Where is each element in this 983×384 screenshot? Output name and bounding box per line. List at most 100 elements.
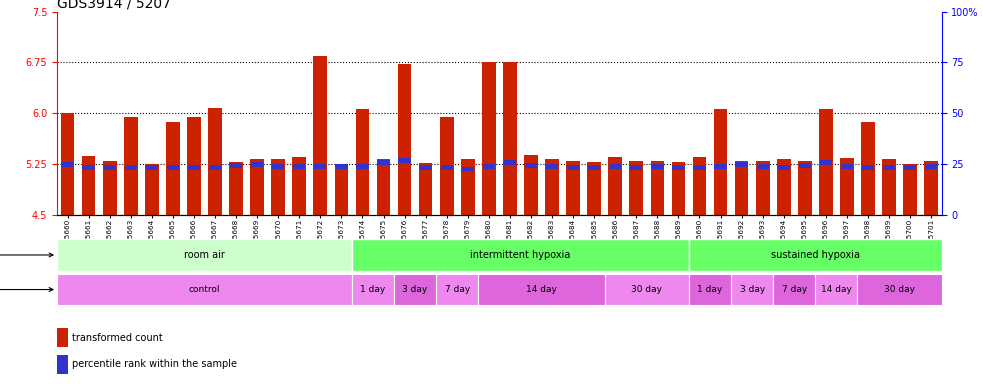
Bar <box>689 239 942 271</box>
Bar <box>756 161 770 215</box>
Bar <box>61 162 74 167</box>
Bar <box>609 164 621 169</box>
Bar <box>798 163 811 168</box>
Bar <box>356 109 370 215</box>
Bar <box>352 239 689 271</box>
Bar <box>693 165 706 170</box>
Text: time: time <box>0 285 53 295</box>
Bar <box>315 164 326 169</box>
Bar <box>689 274 731 305</box>
Text: 3 day: 3 day <box>739 285 765 294</box>
Bar <box>503 62 517 215</box>
Bar <box>651 164 664 169</box>
Bar <box>271 159 285 215</box>
Bar <box>757 164 769 169</box>
Bar <box>398 64 412 215</box>
Bar <box>731 274 774 305</box>
Bar <box>376 159 390 215</box>
Bar <box>334 164 348 215</box>
Bar <box>798 161 812 215</box>
Bar <box>925 164 938 169</box>
Bar <box>145 164 158 215</box>
Bar <box>377 161 389 165</box>
Bar <box>883 165 896 170</box>
Bar <box>145 165 158 170</box>
Bar <box>651 161 665 215</box>
Bar <box>566 161 580 215</box>
Bar <box>461 159 475 215</box>
Bar <box>57 274 352 305</box>
Bar <box>671 162 685 215</box>
Text: 7 day: 7 day <box>781 285 807 294</box>
Bar <box>420 165 432 170</box>
Bar <box>588 165 601 170</box>
Bar <box>482 62 495 215</box>
Bar <box>251 159 264 215</box>
Bar <box>187 117 201 215</box>
Bar <box>314 56 327 215</box>
Bar <box>292 157 306 215</box>
Bar <box>166 122 180 215</box>
Text: 14 day: 14 day <box>526 285 557 294</box>
Bar <box>693 157 707 215</box>
Bar <box>672 165 684 170</box>
Bar <box>436 274 479 305</box>
Bar <box>546 159 559 215</box>
Bar <box>903 164 917 215</box>
Bar <box>61 113 75 215</box>
Bar <box>630 165 643 170</box>
Bar <box>608 157 622 215</box>
Bar <box>605 274 689 305</box>
Bar <box>293 164 306 169</box>
Bar <box>862 165 874 170</box>
Bar <box>778 165 790 170</box>
Bar <box>352 274 394 305</box>
Text: percentile rank within the sample: percentile rank within the sample <box>73 359 238 369</box>
Bar <box>251 162 263 167</box>
Text: 7 day: 7 day <box>444 285 470 294</box>
Bar <box>394 274 436 305</box>
Bar <box>479 274 605 305</box>
Text: room air: room air <box>184 250 225 260</box>
Bar <box>208 165 221 170</box>
Bar <box>462 167 474 171</box>
Text: sustained hypoxia: sustained hypoxia <box>771 250 860 260</box>
Bar <box>524 156 538 215</box>
Bar <box>398 158 411 163</box>
Bar <box>525 163 537 168</box>
Bar <box>124 117 138 215</box>
Bar <box>840 158 854 215</box>
Bar <box>904 165 916 170</box>
Text: 30 day: 30 day <box>631 285 663 294</box>
Bar <box>125 165 137 170</box>
Bar <box>882 159 896 215</box>
Text: intermittent hypoxia: intermittent hypoxia <box>470 250 570 260</box>
Bar <box>103 161 117 215</box>
Bar <box>419 163 433 215</box>
Bar <box>857 274 942 305</box>
Text: 14 day: 14 day <box>821 285 852 294</box>
Text: 30 day: 30 day <box>884 285 915 294</box>
Text: transformed count: transformed count <box>73 333 163 343</box>
Bar <box>546 164 558 169</box>
Text: stress: stress <box>0 250 53 260</box>
Bar <box>815 274 857 305</box>
Bar <box>208 108 222 215</box>
Bar <box>230 163 242 168</box>
Text: GDS3914 / 5207: GDS3914 / 5207 <box>57 0 171 10</box>
Bar <box>567 165 579 170</box>
Bar <box>587 162 601 215</box>
Bar <box>356 164 369 169</box>
Bar <box>335 164 348 169</box>
Text: 1 day: 1 day <box>697 285 723 294</box>
Bar <box>483 164 495 169</box>
Bar <box>820 161 832 165</box>
Bar <box>735 162 748 167</box>
Bar <box>774 274 815 305</box>
Bar <box>57 355 68 374</box>
Bar <box>819 109 833 215</box>
Bar <box>103 165 116 170</box>
Bar <box>167 165 179 170</box>
Text: 1 day: 1 day <box>361 285 385 294</box>
Bar <box>229 162 243 215</box>
